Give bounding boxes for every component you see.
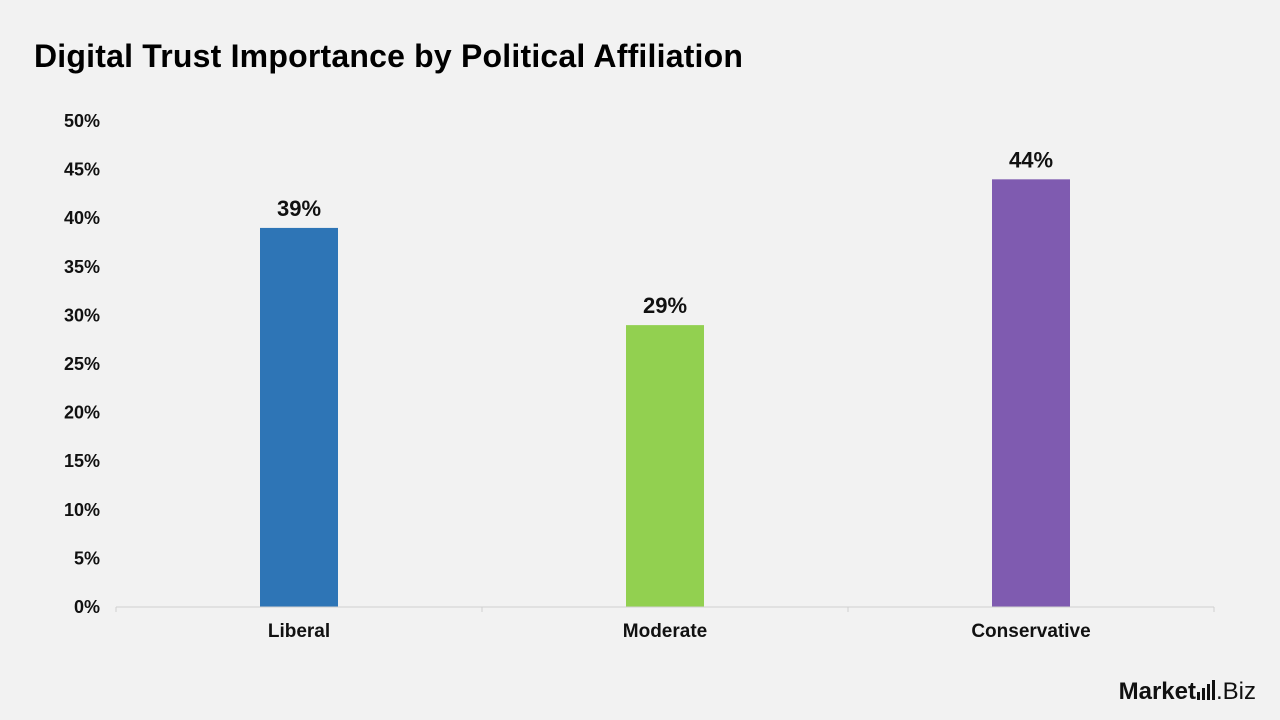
y-tick-label: 25% bbox=[64, 354, 100, 374]
bar-conservative bbox=[992, 179, 1070, 607]
y-tick-label: 40% bbox=[64, 208, 100, 228]
data-label-moderate: 29% bbox=[643, 293, 687, 318]
data-labels: 39% 29% 44% bbox=[277, 147, 1053, 318]
data-label-conservative: 44% bbox=[1009, 147, 1053, 172]
logo-text-bold: Market bbox=[1118, 678, 1196, 705]
y-tick-label: 50% bbox=[64, 111, 100, 131]
y-tick-label: 5% bbox=[74, 548, 100, 568]
marketbiz-logo: Market .Biz bbox=[1119, 678, 1256, 706]
y-tick-label: 15% bbox=[64, 451, 100, 471]
x-tick-label-liberal: Liberal bbox=[268, 621, 330, 642]
logo-text-tail: .Biz bbox=[1215, 678, 1256, 705]
bar-liberal bbox=[260, 227, 338, 608]
y-tick-label: 35% bbox=[64, 257, 100, 277]
chart-title: Digital Trust Importance by Political Af… bbox=[34, 38, 744, 74]
bar-moderate bbox=[626, 325, 704, 607]
y-tick-label: 20% bbox=[64, 403, 100, 423]
x-tick-label-conservative: Conservative bbox=[971, 621, 1090, 642]
y-tick-label: 10% bbox=[64, 500, 100, 520]
y-tick-label: 0% bbox=[74, 597, 100, 617]
data-label-liberal: 39% bbox=[277, 196, 321, 221]
y-tick-label: 45% bbox=[64, 160, 100, 180]
x-tick-label-moderate: Moderate bbox=[623, 621, 707, 642]
y-axis-ticks: 0% 5% 10% 15% 20% 25% 30% 35% 40% 45% 50% bbox=[64, 111, 100, 617]
x-axis bbox=[115, 606, 1215, 612]
bars bbox=[260, 179, 1070, 608]
logo-bars-icon bbox=[1196, 678, 1215, 700]
x-axis-labels: Liberal Moderate Conservative bbox=[268, 621, 1091, 642]
y-tick-label: 30% bbox=[64, 305, 100, 325]
